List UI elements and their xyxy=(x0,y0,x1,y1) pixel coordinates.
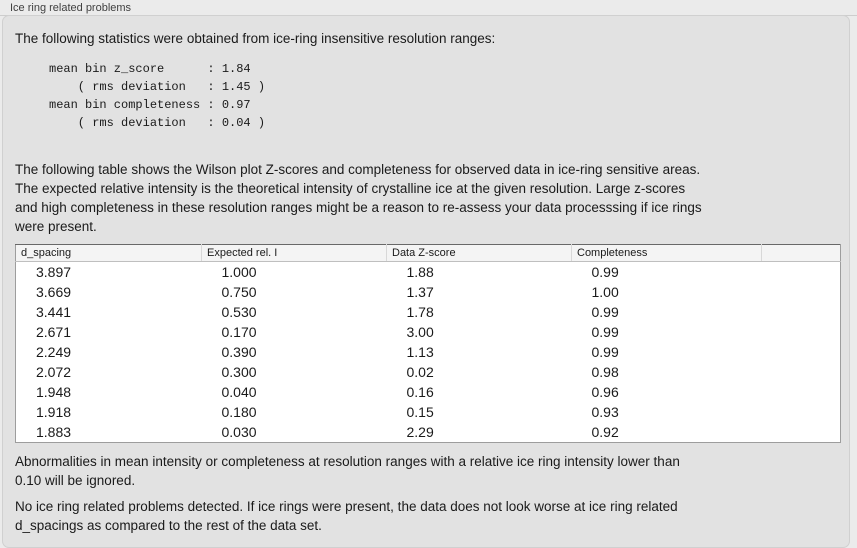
table-row[interactable]: 3.441 0.530 1.78 0.99 xyxy=(16,302,841,322)
table-row[interactable]: 1.883 0.030 2.29 0.92 xyxy=(16,422,841,443)
ice-ring-table: d_spacing Expected rel. I Data Z-score C… xyxy=(15,244,841,443)
table-cell: 3.669 xyxy=(36,284,72,300)
table-cell: 1.00 xyxy=(591,284,619,300)
table-cell: 0.170 xyxy=(221,324,257,340)
table-cell xyxy=(762,322,841,342)
table-cell: 1.918 xyxy=(36,404,72,420)
column-header-completeness[interactable]: Completeness xyxy=(571,244,762,262)
column-header-d-spacing[interactable]: d_spacing xyxy=(15,244,202,262)
column-header-data-z-score[interactable]: Data Z-score xyxy=(386,244,572,262)
table-row[interactable]: 1.918 0.180 0.15 0.93 xyxy=(16,402,841,422)
ice-ring-panel: The following statistics were obtained f… xyxy=(2,15,850,548)
column-header-empty xyxy=(761,244,841,262)
table-cell: 1.78 xyxy=(406,304,434,320)
description-text: The following table shows the Wilson plo… xyxy=(15,162,702,234)
table-cell: 0.02 xyxy=(406,364,434,380)
table-cell: 2.249 xyxy=(36,344,72,360)
table-cell: 0.99 xyxy=(591,324,619,340)
table-cell xyxy=(762,342,841,362)
table-cell: 0.99 xyxy=(591,264,619,280)
stats-block: mean bin z_score : 1.84 ( rms deviation … xyxy=(49,62,266,130)
table-cell: 2.072 xyxy=(36,364,72,380)
table-cell: 0.030 xyxy=(221,424,257,440)
table-cell xyxy=(762,282,841,302)
table-cell: 0.98 xyxy=(591,364,619,380)
table-cell xyxy=(762,302,841,322)
table-cell: 1.37 xyxy=(406,284,434,300)
table-cell: 0.300 xyxy=(221,364,257,380)
intro-text: The following statistics were obtained f… xyxy=(15,31,496,46)
table-cell xyxy=(762,382,841,402)
table-cell: 0.390 xyxy=(221,344,257,360)
table-row[interactable]: 3.897 1.000 1.88 0.99 xyxy=(16,262,841,283)
table-row[interactable]: 2.072 0.300 0.02 0.98 xyxy=(16,362,841,382)
table-cell: 1.000 xyxy=(221,264,257,280)
column-header-expected-rel-i[interactable]: Expected rel. I xyxy=(201,244,387,262)
table-cell: 0.92 xyxy=(591,424,619,440)
table-cell: 0.96 xyxy=(591,384,619,400)
table-cell: 0.99 xyxy=(591,304,619,320)
threshold-note-text: Abnormalities in mean intensity or compl… xyxy=(15,454,680,488)
table-cell: 1.13 xyxy=(406,344,434,360)
table-row[interactable]: 2.249 0.390 1.13 0.99 xyxy=(16,342,841,362)
group-box-title: Ice ring related problems xyxy=(10,2,132,14)
table-cell: 1.88 xyxy=(406,264,434,280)
table-cell: 0.93 xyxy=(591,404,619,420)
table-cell: 0.750 xyxy=(221,284,257,300)
table-cell: 0.530 xyxy=(221,304,257,320)
table-cell: 1.948 xyxy=(36,384,72,400)
table-cell xyxy=(762,402,841,422)
table-header: d_spacing Expected rel. I Data Z-score C… xyxy=(15,244,841,262)
table-row[interactable]: 3.669 0.750 1.37 1.00 xyxy=(16,282,841,302)
table-row[interactable]: 2.671 0.170 3.00 0.99 xyxy=(16,322,841,342)
table-cell xyxy=(762,262,841,283)
table-cell: 1.883 xyxy=(36,424,72,440)
table-row[interactable]: 1.948 0.040 0.16 0.96 xyxy=(16,382,841,402)
table-cell: 3.441 xyxy=(36,304,72,320)
table-cell: 0.99 xyxy=(591,344,619,360)
table-cell: 0.16 xyxy=(406,384,434,400)
table-cell: 2.671 xyxy=(36,324,72,340)
table-cell xyxy=(762,362,841,382)
table-cell: 0.15 xyxy=(406,404,434,420)
conclusion-text: No ice ring related problems detected. I… xyxy=(15,499,678,533)
table-cell: 0.180 xyxy=(221,404,257,420)
table-cell: 2.29 xyxy=(406,424,434,440)
table-cell xyxy=(762,422,841,443)
table-body: 3.897 1.000 1.88 0.99 3.669 0.750 1.37 1.00 3.44… xyxy=(16,262,841,443)
table-cell: 3.897 xyxy=(36,264,72,280)
table-cell: 0.040 xyxy=(221,384,257,400)
table-cell: 3.00 xyxy=(406,324,434,340)
